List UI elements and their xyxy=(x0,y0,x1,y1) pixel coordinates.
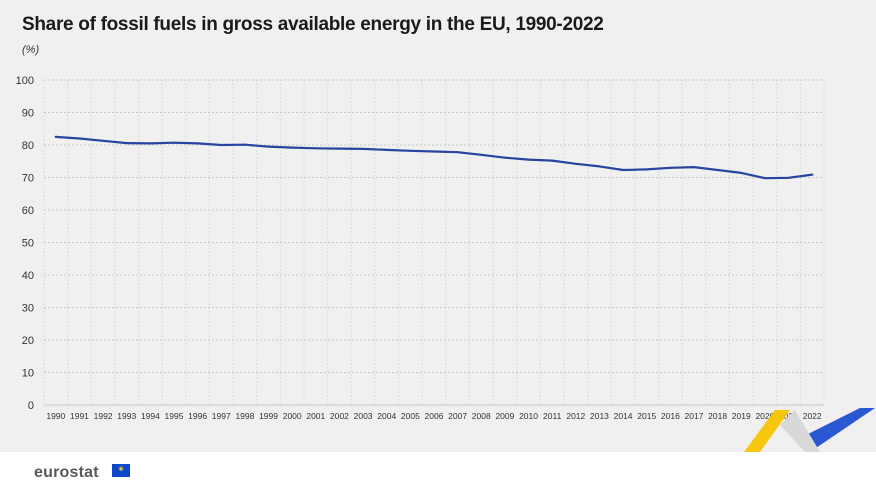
data-point xyxy=(787,176,790,179)
data-point xyxy=(669,166,672,169)
x-tick-label: 2004 xyxy=(377,411,396,421)
data-point xyxy=(574,162,577,165)
data-point xyxy=(480,153,483,156)
y-tick-label: 0 xyxy=(28,400,34,412)
y-tick-label: 90 xyxy=(22,108,34,120)
x-tick-label: 2019 xyxy=(732,411,751,421)
data-point xyxy=(220,144,223,146)
y-tick-label: 80 xyxy=(22,140,34,152)
x-tick-label: 1991 xyxy=(70,411,89,421)
data-point xyxy=(173,141,175,144)
x-tick-label: 2003 xyxy=(354,411,373,421)
x-tick-label: 1994 xyxy=(141,411,160,421)
footer: eurostat ✶ xyxy=(0,452,876,492)
data-point xyxy=(551,159,554,162)
x-tick-label: 2018 xyxy=(708,411,727,421)
x-tick-label: 1992 xyxy=(94,411,113,421)
data-point xyxy=(54,135,57,138)
data-point xyxy=(503,156,506,159)
y-tick-label: 30 xyxy=(22,303,34,315)
x-tick-label: 2000 xyxy=(283,411,302,421)
x-tick-label: 2016 xyxy=(661,411,680,421)
data-point xyxy=(362,147,365,150)
y-tick-label: 100 xyxy=(16,75,34,87)
data-point xyxy=(243,143,246,146)
data-point xyxy=(409,149,412,152)
line-chart: 0 10 20 30 40 50 60 70 80 90 100 1990 1991 1992 1993 19… xyxy=(16,75,875,452)
x-tick-label: 1997 xyxy=(212,411,231,421)
data-point xyxy=(811,173,814,176)
x-tick-label: 1990 xyxy=(46,411,65,421)
x-tick-label: 2009 xyxy=(495,411,514,421)
data-point xyxy=(740,171,743,174)
x-tick-label: 2014 xyxy=(614,411,633,421)
y-tick-label: 50 xyxy=(22,238,34,250)
chart-unit-label: (%) xyxy=(22,44,40,56)
y-tick-label: 20 xyxy=(22,335,34,347)
data-point xyxy=(78,137,81,140)
x-tick-label: 2005 xyxy=(401,411,420,421)
data-point xyxy=(196,142,199,145)
decor-yellow-stroke xyxy=(744,410,790,452)
x-tick-label: 1995 xyxy=(165,411,184,421)
data-point xyxy=(149,142,152,145)
x-tick-label: 2008 xyxy=(472,411,491,421)
x-tick-label: 2001 xyxy=(306,411,325,421)
x-tick-label: 1999 xyxy=(259,411,278,421)
eu-flag-icon: ✶ xyxy=(112,464,130,477)
x-tick-label: 2002 xyxy=(330,411,349,421)
eurostat-logo: eurostat xyxy=(34,464,99,481)
x-tick-label: 1996 xyxy=(188,411,207,421)
data-point xyxy=(622,169,625,172)
x-tick-label: 2021 xyxy=(779,411,798,421)
decor-blue-stroke xyxy=(796,408,875,452)
data-point xyxy=(314,147,317,150)
x-tick-label: 2015 xyxy=(637,411,656,421)
x-tick-label: 2017 xyxy=(685,411,704,421)
decor-grey-stroke xyxy=(780,410,820,452)
y-tick-label: 70 xyxy=(22,173,34,185)
y-tick-label: 60 xyxy=(22,205,34,217)
data-point xyxy=(693,166,695,169)
chart-title: Share of fossil fuels in gross available… xyxy=(22,14,604,35)
x-tick-label: 1998 xyxy=(235,411,254,421)
data-point xyxy=(456,151,459,154)
series-line xyxy=(54,135,814,180)
x-tick-label: 2012 xyxy=(566,411,585,421)
y-tick-label: 40 xyxy=(22,270,34,282)
data-point xyxy=(763,177,766,180)
chart-panel xyxy=(0,0,876,452)
x-tick-label: 2020 xyxy=(755,411,774,421)
x-tick-label: 2006 xyxy=(425,411,444,421)
data-point xyxy=(102,139,105,142)
data-point xyxy=(267,145,270,148)
x-tick-label: 2022 xyxy=(803,411,822,421)
x-tick-label: 2013 xyxy=(590,411,609,421)
x-tick-label: 2010 xyxy=(519,411,538,421)
data-point xyxy=(645,168,648,171)
data-point xyxy=(527,158,530,161)
x-tick-label: 2007 xyxy=(448,411,467,421)
y-tick-label: 10 xyxy=(22,368,34,380)
data-point xyxy=(598,165,601,168)
data-point xyxy=(385,148,388,151)
data-point xyxy=(125,142,128,145)
x-tick-label: 2011 xyxy=(543,411,562,421)
data-point xyxy=(291,146,294,149)
x-tick-label: 1993 xyxy=(117,411,136,421)
data-point xyxy=(338,147,341,150)
data-point xyxy=(716,169,719,172)
data-point xyxy=(433,150,435,153)
